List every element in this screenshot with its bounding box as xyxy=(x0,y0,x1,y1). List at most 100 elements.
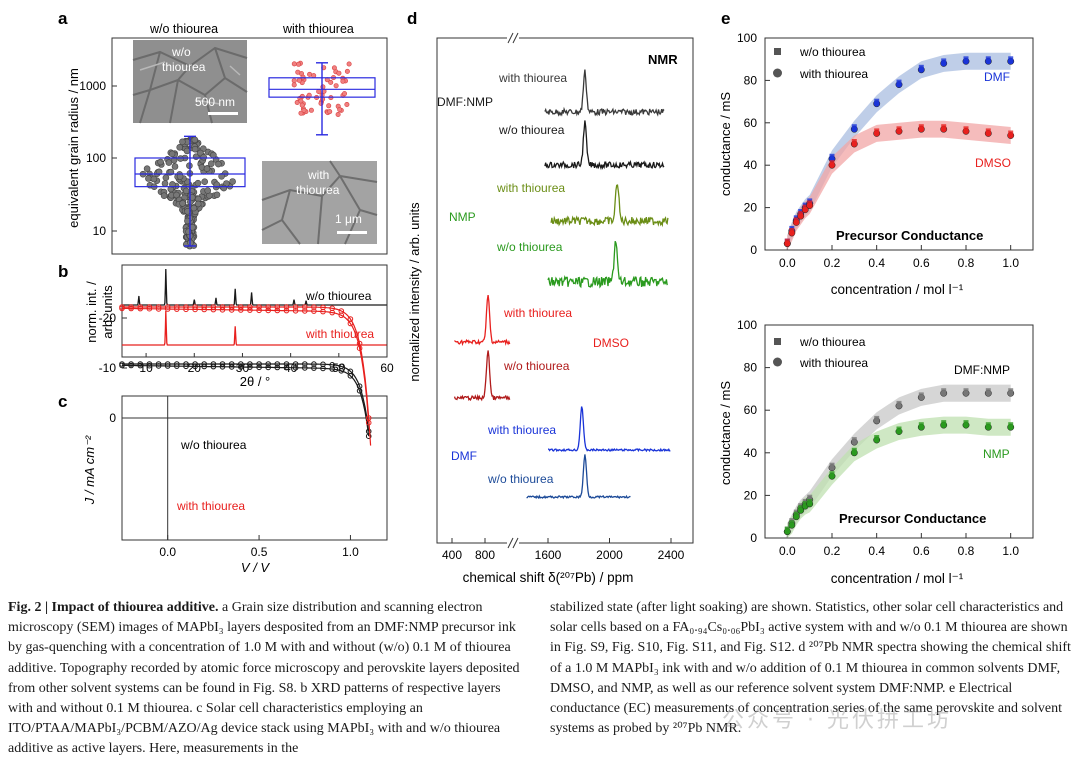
y-axis-label-b-1: norm. int. / xyxy=(84,281,99,343)
jv-marker xyxy=(155,306,162,312)
jv-marker xyxy=(329,309,336,316)
jv-marker xyxy=(292,361,299,367)
jv-marker xyxy=(201,363,207,370)
jv-marker xyxy=(137,304,144,310)
jv-marker xyxy=(283,304,290,310)
jv-marker xyxy=(356,345,363,352)
jv-marker xyxy=(119,362,125,369)
jv-marker xyxy=(320,365,326,372)
jv-traces xyxy=(119,304,372,446)
xrd-traces xyxy=(122,268,387,346)
data-point-square xyxy=(918,422,924,428)
data-point-square xyxy=(789,228,795,233)
jv-marker xyxy=(155,363,162,369)
data-point-square xyxy=(807,498,813,504)
grain-point xyxy=(326,103,332,109)
plot-frame-b xyxy=(121,264,388,358)
sem-bottom-label-1: with xyxy=(307,168,329,182)
jv-marker xyxy=(238,307,244,313)
solvent-label-dmfnmp: DMF:NMP xyxy=(437,95,493,109)
y-tick-label: 20 xyxy=(744,488,758,502)
jv-marker xyxy=(201,306,207,313)
jv-marker xyxy=(192,306,198,313)
legend-label: w/o thiourea xyxy=(799,45,866,59)
data-point-square xyxy=(918,64,924,70)
grain-point xyxy=(229,178,236,185)
y-tick-label: 100 xyxy=(737,31,757,45)
col-label-without: w/o thiourea xyxy=(149,22,218,36)
data-point-square xyxy=(941,124,947,130)
e-bottom-title: Precursor Conductance xyxy=(839,511,986,526)
panel-e: e conductance / mS conductance / mS conc… xyxy=(718,9,1034,586)
jv-marker xyxy=(274,361,281,367)
trace-label: with thiourea xyxy=(503,306,572,320)
x-axis-label-e-top: concentration / mol l⁻¹ xyxy=(831,282,964,297)
jv-curve xyxy=(122,363,370,432)
jv-marker xyxy=(265,364,272,371)
x-tick-label: 0.8 xyxy=(958,544,975,558)
grain-point xyxy=(340,78,346,84)
data-point-square xyxy=(918,124,924,130)
jv-marker xyxy=(183,306,189,313)
jv-marker xyxy=(365,433,372,440)
y-tick-label: 80 xyxy=(744,361,758,375)
jv-marker xyxy=(329,366,336,372)
data-point-square xyxy=(985,56,991,62)
grain-point xyxy=(336,70,342,76)
x-axis-label-c: V / V xyxy=(241,560,271,575)
y-axis-label-e-bottom: conductance / mS xyxy=(718,381,733,485)
nmr-spectrum xyxy=(547,240,668,289)
data-point-square xyxy=(918,392,924,398)
jv-marker xyxy=(283,307,290,314)
grain-point xyxy=(168,150,176,158)
trace-label: with thiourea xyxy=(487,423,556,437)
sem-image-with: with thiourea 1 μm xyxy=(261,160,378,245)
legend-label: w/o thiourea xyxy=(799,335,866,349)
data-point-square xyxy=(829,153,835,159)
x-tick-label: 0.6 xyxy=(913,544,930,558)
c-label-with: with thiourea xyxy=(176,499,245,513)
trace-label: w/o thiourea xyxy=(498,123,565,137)
grain-point xyxy=(308,107,314,113)
jv-marker xyxy=(219,364,226,370)
grain-point xyxy=(341,91,347,97)
plot-frame-d xyxy=(436,37,694,544)
grain-point xyxy=(307,71,313,77)
x-tick-label: 1.0 xyxy=(1002,256,1019,270)
nmr-spectrum xyxy=(544,69,665,117)
data-point-square xyxy=(941,58,947,64)
grain-point xyxy=(157,158,164,166)
grain-point xyxy=(311,73,317,79)
grain-point xyxy=(344,68,350,74)
jv-marker xyxy=(347,373,354,379)
jv-marker xyxy=(192,363,198,370)
grain-point xyxy=(190,204,198,212)
data-point-square xyxy=(963,126,969,132)
grain-point xyxy=(291,61,297,67)
data-point-square xyxy=(789,520,795,526)
grain-point xyxy=(337,107,343,113)
jv-marker xyxy=(265,361,272,367)
grain-point xyxy=(162,174,170,181)
legend-label: with thiourea xyxy=(799,67,868,81)
data-point-square xyxy=(941,388,947,394)
jv-marker xyxy=(356,388,363,394)
grain-point xyxy=(200,153,207,161)
grain-point xyxy=(346,61,352,67)
jv-marker xyxy=(311,304,317,310)
jv-marker xyxy=(256,361,262,367)
solvent-label-nmp: NMP xyxy=(449,210,476,224)
data-point-square xyxy=(874,128,880,134)
data-point-square xyxy=(851,447,857,453)
grain-point xyxy=(185,228,192,235)
caption-fig-label: Fig. 2 | Impact of thiourea additive. xyxy=(8,600,219,615)
jv-marker xyxy=(228,307,235,313)
data-point-square xyxy=(1008,422,1014,428)
trace-label: with thiourea xyxy=(498,71,567,85)
data-point-square xyxy=(1008,56,1014,62)
data-point-square xyxy=(985,388,991,394)
jv-marker xyxy=(347,320,354,327)
data-point-square xyxy=(963,56,969,62)
jv-marker xyxy=(274,307,281,314)
grain-point xyxy=(218,173,225,180)
